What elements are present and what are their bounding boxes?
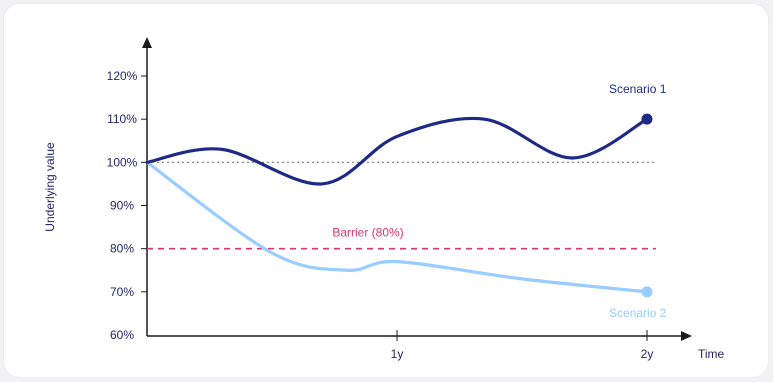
barrier-label: Barrier (80%) <box>332 226 403 240</box>
scenario-1-endpoint <box>641 113 653 125</box>
x-axis-arrow <box>681 331 692 341</box>
y-axis-title: Underlying value <box>43 142 57 232</box>
x-tick-label: 2y <box>641 347 654 361</box>
y-tick-label: 80% <box>110 242 134 256</box>
y-tick-label: 100% <box>107 155 138 169</box>
y-tick-label: 110% <box>107 112 137 126</box>
x-axis-title: Time <box>698 347 725 361</box>
scenario-1-line <box>145 116 649 186</box>
y-tick-label: 60% <box>110 328 134 342</box>
x-tick-label: 1y <box>391 347 404 361</box>
series-layer: Scenario 2 Scenario 1 <box>145 82 667 320</box>
chart-card <box>4 4 768 377</box>
y-axis-arrow <box>142 37 152 48</box>
y-tick-label: 70% <box>110 285 134 299</box>
scenario-1-label: Scenario 1 <box>609 82 667 96</box>
y-ticks: 120% 110% 100% 90% 80% 70% 60% <box>107 69 147 342</box>
y-tick-label: 120% <box>107 69 138 83</box>
y-tick-label: 90% <box>110 199 134 213</box>
scenario-2-line <box>145 160 649 294</box>
x-ticks: 1y 2y <box>391 330 654 361</box>
scenario-2-label: Scenario 2 <box>609 306 667 320</box>
scenario-2-endpoint <box>641 286 653 298</box>
